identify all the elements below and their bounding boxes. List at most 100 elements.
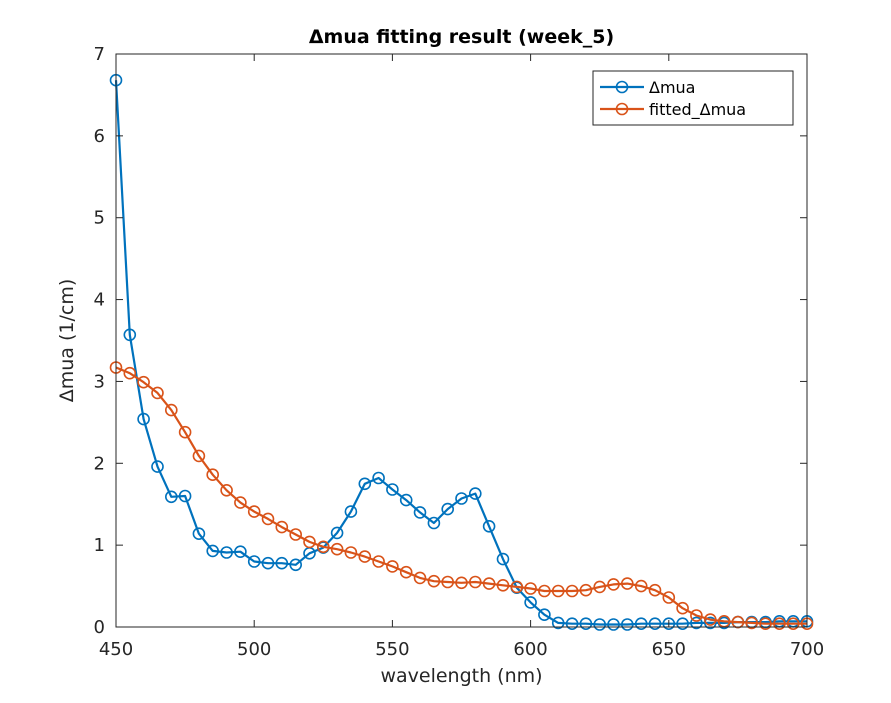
data-point (137, 412, 150, 426)
data-point (482, 519, 496, 533)
data-point (496, 552, 510, 566)
data-point (551, 584, 565, 598)
y-tick-label: 0 (94, 617, 105, 638)
data-point (468, 487, 482, 500)
series-2 (109, 361, 814, 631)
data-point (289, 528, 303, 541)
data-point (648, 583, 662, 597)
data-point (358, 550, 372, 563)
data-point (220, 546, 233, 559)
data-point (330, 526, 344, 540)
data-point (662, 591, 676, 604)
y-tick-label: 4 (94, 290, 105, 311)
data-point (441, 575, 455, 589)
data-point (634, 579, 648, 593)
data-point (607, 578, 620, 591)
data-point (192, 449, 206, 463)
data-point (386, 560, 399, 573)
data-point (524, 596, 537, 609)
y-tick-label: 3 (94, 371, 105, 392)
x-tick-label: 550 (375, 639, 409, 660)
data-point (178, 425, 192, 439)
x-tick-label: 500 (237, 639, 271, 660)
plot-area (116, 54, 807, 627)
data-point (634, 617, 648, 631)
data-point (703, 613, 717, 626)
data-point (330, 542, 344, 556)
data-point (662, 617, 676, 631)
y-tick-label: 1 (94, 535, 105, 556)
data-point (690, 609, 703, 622)
y-axis-label: Δmua (1/cm) (56, 279, 78, 403)
data-point (786, 617, 800, 631)
data-point (344, 505, 358, 518)
data-point (178, 489, 192, 503)
data-point (455, 492, 468, 505)
data-point (192, 527, 206, 541)
x-tick-label: 450 (99, 639, 133, 660)
data-point (206, 468, 219, 482)
data-point (593, 618, 607, 631)
legend-item: Δmua (600, 78, 695, 97)
data-point (399, 565, 413, 579)
series-layer (109, 73, 814, 631)
data-point (482, 577, 496, 590)
data-point (455, 576, 468, 590)
data-point (151, 386, 164, 400)
data-point (676, 601, 689, 615)
series-line (114, 80, 807, 626)
data-point (731, 615, 745, 629)
data-point (275, 556, 289, 570)
data-point (538, 608, 551, 622)
chart-title: Δmua fitting result (week_5) (309, 26, 614, 48)
data-point (234, 496, 247, 509)
data-point (648, 617, 662, 631)
x-axis: 450 500 550 600 650 700 (99, 54, 824, 660)
data-point (496, 578, 510, 592)
data-point (524, 582, 537, 595)
data-point (703, 616, 717, 630)
data-point (593, 580, 607, 594)
data-point (261, 512, 275, 526)
data-point (620, 618, 634, 631)
legend-marker (615, 80, 629, 94)
series-1 (109, 73, 814, 631)
data-point (344, 546, 358, 559)
data-point (427, 516, 441, 530)
data-point (151, 460, 164, 473)
x-tick-label: 700 (790, 639, 824, 660)
data-point (468, 575, 482, 589)
data-point (565, 584, 579, 598)
data-point (234, 545, 247, 559)
legend-label: fitted_Δmua (649, 100, 746, 120)
legend: Δmua fitted_Δmua (592, 70, 794, 126)
legend-item: fitted_Δmua (600, 100, 746, 120)
data-point (261, 556, 275, 570)
data-point (413, 506, 427, 519)
legend-label: Δmua (649, 78, 695, 97)
data-point (303, 535, 316, 549)
data-point (607, 618, 620, 631)
y-tick-label: 7 (94, 44, 105, 65)
data-point (579, 617, 593, 631)
data-point (316, 540, 330, 554)
data-point (123, 328, 137, 342)
data-point (690, 616, 703, 630)
data-point (220, 483, 233, 497)
data-point (745, 616, 759, 630)
data-point (247, 505, 261, 518)
data-point (620, 577, 634, 590)
data-point (247, 555, 261, 568)
legend-marker (615, 102, 629, 116)
data-point (386, 483, 399, 496)
data-point (565, 617, 579, 631)
data-point (759, 617, 772, 631)
data-point (123, 366, 137, 380)
data-point (165, 403, 178, 417)
data-point (372, 471, 385, 485)
data-point (137, 375, 150, 389)
y-axis: 0 1 2 3 4 5 6 7 (94, 44, 807, 638)
data-point (413, 571, 427, 585)
y-tick-label: 6 (94, 126, 105, 147)
